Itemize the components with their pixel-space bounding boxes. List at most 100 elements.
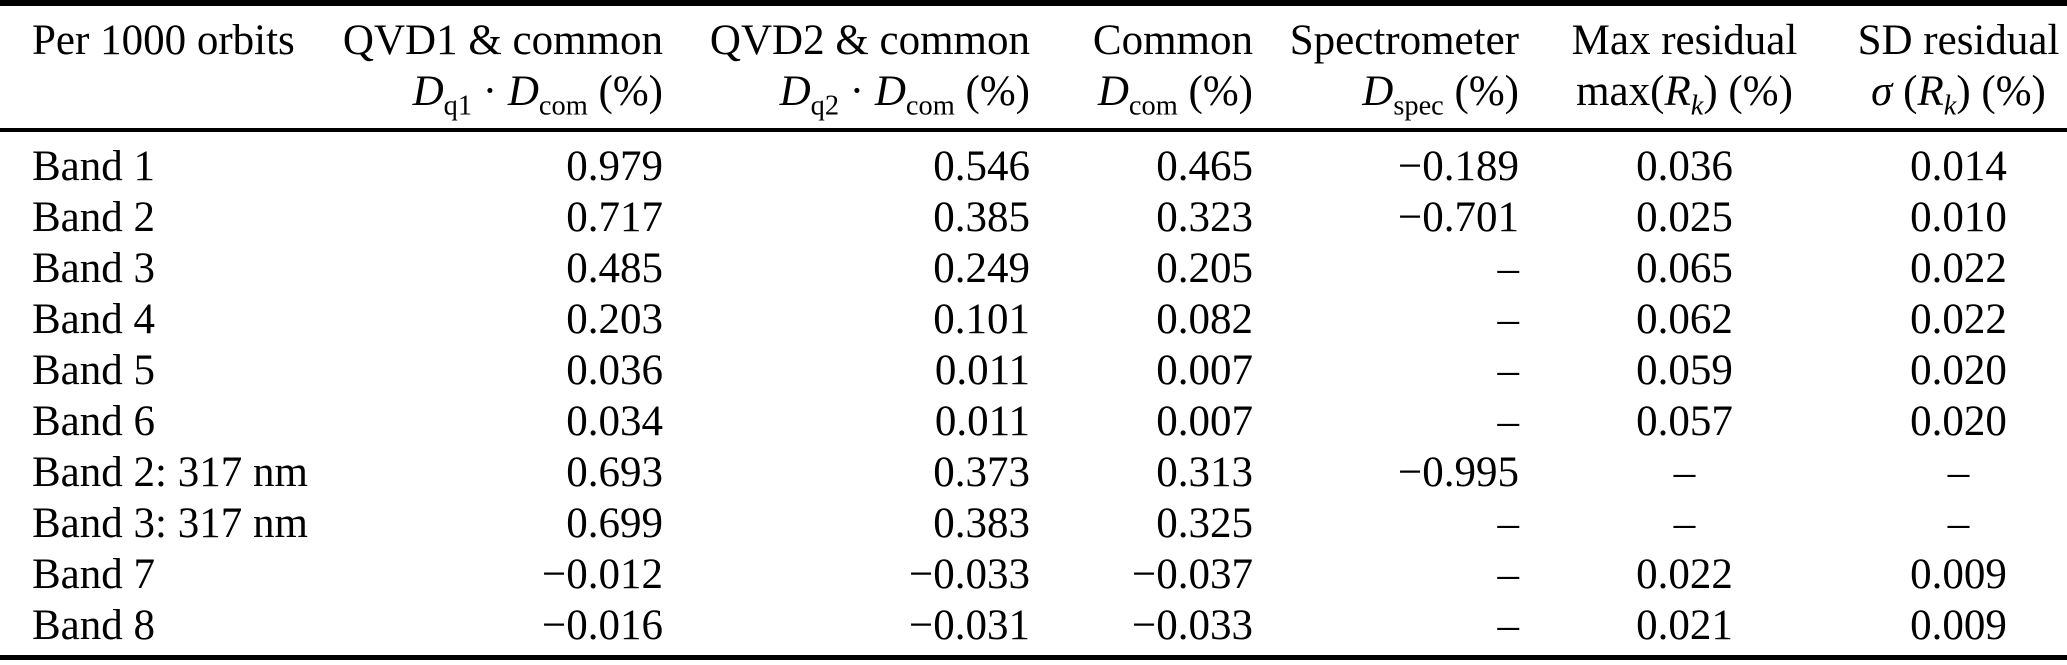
row-label: Band 3: 317 nm bbox=[32, 500, 308, 547]
cell-value: 0.010 bbox=[1910, 194, 2007, 241]
cell-value: – bbox=[1497, 551, 1520, 598]
cell-value: 0.979 bbox=[566, 143, 663, 190]
cell-value: – bbox=[1673, 449, 1696, 496]
cell-value: 0.717 bbox=[566, 194, 663, 241]
column-header-line2: Dq2 · Dcom (%) bbox=[779, 68, 1030, 122]
header-separator-rule bbox=[0, 128, 2067, 132]
column-header-qvd2-common: QVD2 & common Dq2 · Dcom (%) bbox=[663, 16, 1030, 122]
table-row: Band 6 0.034 0.011 0.007 – 0.057 0.020 bbox=[0, 396, 2067, 447]
cell-value: 0.011 bbox=[934, 347, 1030, 394]
cell-value: – bbox=[1673, 500, 1696, 547]
cell-value: 0.373 bbox=[933, 449, 1030, 496]
table-row: Band 2 0.717 0.385 0.323 −0.701 0.025 0.… bbox=[0, 192, 2067, 243]
cell-value: 0.065 bbox=[1636, 245, 1733, 292]
table-row: Band 5 0.036 0.011 0.007 – 0.059 0.020 bbox=[0, 345, 2067, 396]
cell-value: 0.009 bbox=[1910, 602, 2007, 649]
column-header-line1: QVD1 & common bbox=[342, 17, 663, 64]
column-header-common: Common Dcom (%) bbox=[1030, 16, 1253, 122]
cell-value: 0.699 bbox=[566, 500, 663, 547]
cell-value: – bbox=[1497, 296, 1520, 343]
row-label: Band 1 bbox=[32, 143, 156, 190]
table-row: Band 3 0.485 0.249 0.205 – 0.065 0.022 bbox=[0, 243, 2067, 294]
table-row: Band 1 0.979 0.546 0.465 −0.189 0.036 0.… bbox=[0, 141, 2067, 192]
cell-value: – bbox=[1947, 500, 1970, 547]
table-body: Band 1 0.979 0.546 0.465 −0.189 0.036 0.… bbox=[0, 132, 2067, 655]
column-header-label: Per 1000 orbits bbox=[0, 16, 330, 66]
row-label: Band 5 bbox=[32, 347, 156, 394]
cell-value: −0.701 bbox=[1397, 194, 1519, 241]
cell-value: 0.205 bbox=[1156, 245, 1253, 292]
table-top-rule bbox=[0, 0, 2067, 6]
cell-value: 0.203 bbox=[566, 296, 663, 343]
cell-value: −0.037 bbox=[1131, 551, 1253, 598]
cell-value: −0.016 bbox=[541, 602, 663, 649]
column-header-qvd1-common: QVD1 & common Dq1 · Dcom (%) bbox=[330, 16, 663, 122]
cell-value: – bbox=[1497, 602, 1520, 649]
column-header-sd-residual: SD residual σ (Rk) (%) bbox=[1850, 16, 2067, 120]
row-label: Band 2: 317 nm bbox=[32, 449, 308, 496]
column-header-max-residual: Max residual max(Rk) (%) bbox=[1519, 16, 1850, 122]
cell-value: 0.693 bbox=[566, 449, 663, 496]
column-header-line2: max(Rk) (%) bbox=[1576, 68, 1793, 122]
cell-value: 0.082 bbox=[1156, 296, 1253, 343]
row-label: Band 6 bbox=[32, 398, 156, 445]
row-label: Band 4 bbox=[32, 296, 156, 343]
cell-value: 0.020 bbox=[1910, 398, 2007, 445]
column-header-line1: Per 1000 orbits bbox=[32, 17, 295, 64]
row-label: Band 3 bbox=[32, 245, 156, 292]
cell-value: 0.057 bbox=[1636, 398, 1733, 445]
cell-value: −0.031 bbox=[908, 602, 1030, 649]
table-row: Band 8 −0.016 −0.031 −0.033 – 0.021 0.00… bbox=[0, 600, 2067, 651]
cell-value: −0.033 bbox=[908, 551, 1030, 598]
cell-value: −0.012 bbox=[541, 551, 663, 598]
cell-value: −0.189 bbox=[1397, 143, 1519, 190]
table-row: Band 3: 317 nm 0.699 0.383 0.325 – – – bbox=[0, 498, 2067, 549]
column-header-line2: Dspec (%) bbox=[1362, 68, 1519, 122]
table-row: Band 4 0.203 0.101 0.082 – 0.062 0.022 bbox=[0, 294, 2067, 345]
cell-value: 0.022 bbox=[1910, 245, 2007, 292]
cell-value: 0.036 bbox=[1636, 143, 1733, 190]
column-header-line2: Dq1 · Dcom (%) bbox=[412, 68, 663, 122]
table-header: Per 1000 orbits QVD1 & common Dq1 · Dcom… bbox=[0, 6, 2067, 128]
cell-value: – bbox=[1497, 398, 1520, 445]
cell-value: −0.995 bbox=[1397, 449, 1519, 496]
table-bottom-rule bbox=[0, 655, 2067, 660]
cell-value: 0.007 bbox=[1156, 347, 1253, 394]
cell-value: 0.101 bbox=[933, 296, 1030, 343]
cell-value: – bbox=[1497, 347, 1520, 394]
column-header-line1: Common bbox=[1092, 17, 1253, 64]
cell-value: 0.022 bbox=[1636, 551, 1733, 598]
cell-value: 0.020 bbox=[1910, 347, 2007, 394]
cell-value: – bbox=[1497, 500, 1520, 547]
cell-value: 0.014 bbox=[1910, 143, 2007, 190]
cell-value: 0.021 bbox=[1636, 602, 1733, 649]
column-header-line1: Spectrometer bbox=[1289, 17, 1519, 64]
column-header-line1: SD residual bbox=[1857, 17, 2060, 64]
column-header-line2: Dcom (%) bbox=[1097, 68, 1253, 122]
cell-value: 0.249 bbox=[933, 245, 1030, 292]
column-header-line1: QVD2 & common bbox=[709, 17, 1030, 64]
cell-value: 0.025 bbox=[1636, 194, 1733, 241]
cell-value: 0.022 bbox=[1910, 296, 2007, 343]
cell-value: – bbox=[1497, 245, 1520, 292]
cell-value: 0.059 bbox=[1636, 347, 1733, 394]
row-label: Band 8 bbox=[32, 602, 156, 649]
cell-value: 0.465 bbox=[1156, 143, 1253, 190]
cell-value: 0.007 bbox=[1156, 398, 1253, 445]
column-header-line1: Max residual bbox=[1571, 17, 1798, 64]
cell-value: 0.485 bbox=[566, 245, 663, 292]
table-row: Band 2: 317 nm 0.693 0.373 0.313 −0.995 … bbox=[0, 447, 2067, 498]
cell-value: 0.546 bbox=[933, 143, 1030, 190]
cell-value: 0.313 bbox=[1156, 449, 1253, 496]
cell-value: 0.034 bbox=[566, 398, 663, 445]
cell-value: 0.385 bbox=[933, 194, 1030, 241]
table-row: Band 7 −0.012 −0.033 −0.037 – 0.022 0.00… bbox=[0, 549, 2067, 600]
cell-value: 0.383 bbox=[933, 500, 1030, 547]
cell-value: 0.062 bbox=[1636, 296, 1733, 343]
cell-value: −0.033 bbox=[1131, 602, 1253, 649]
cell-value: 0.323 bbox=[1156, 194, 1253, 241]
row-label: Band 7 bbox=[32, 551, 156, 598]
column-header-spectrometer: Spectrometer Dspec (%) bbox=[1253, 16, 1519, 122]
cell-value: 0.011 bbox=[934, 398, 1030, 445]
